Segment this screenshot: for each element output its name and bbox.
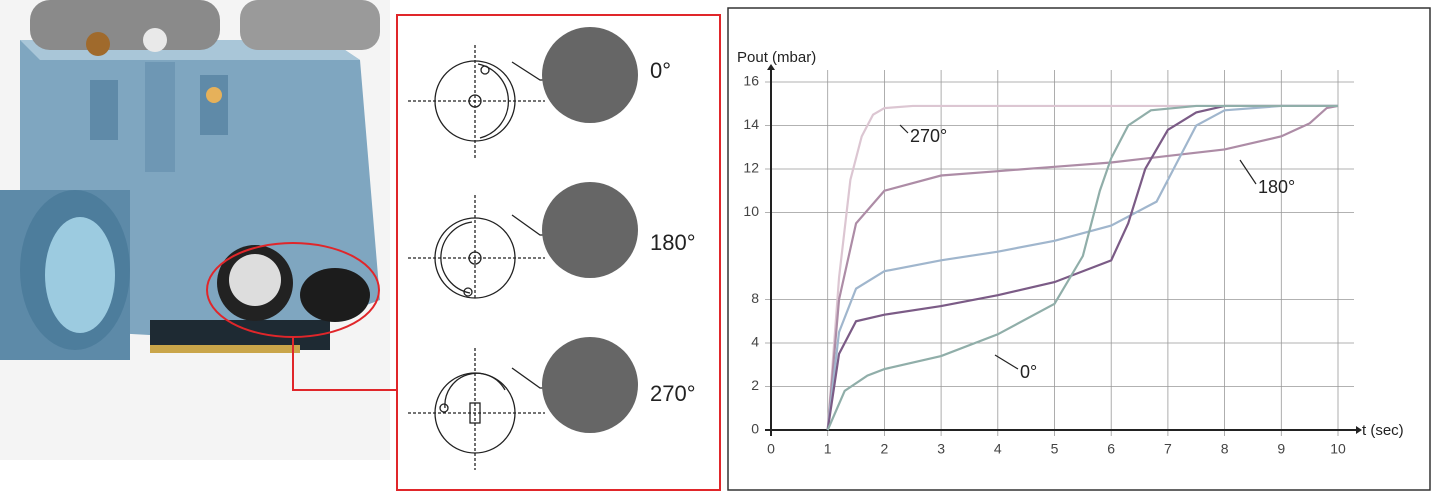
dial-label: 180° — [650, 230, 696, 255]
y-tick-label: 12 — [743, 160, 759, 176]
x-tick-label: 8 — [1221, 441, 1229, 457]
x-tick-label: 7 — [1164, 441, 1172, 457]
x-tick-label: 9 — [1277, 441, 1285, 457]
series-line — [826, 104, 1338, 431]
y-tick-label: 8 — [751, 290, 759, 306]
label-leader — [1239, 159, 1257, 185]
y-tick-label: 2 — [751, 377, 759, 393]
valve-photo — [0, 0, 397, 460]
y-tick-label: 16 — [743, 73, 759, 89]
chart-panel — [727, 7, 1431, 491]
y-axis-label: Pout (mbar) — [737, 49, 816, 66]
series-line — [826, 104, 1338, 431]
x-tick-label: 2 — [881, 441, 889, 457]
series-line — [826, 104, 1338, 431]
x-tick-label: 6 — [1107, 441, 1115, 457]
x-tick-label: 3 — [937, 441, 945, 457]
dial-label: 0° — [650, 58, 671, 83]
x-tick-label: 10 — [1330, 441, 1346, 457]
label-leader — [994, 354, 1019, 370]
x-tick-label: 4 — [994, 441, 1002, 457]
series-label: 270° — [910, 126, 947, 146]
x-tick-label: 1 — [824, 441, 832, 457]
y-tick-label: 14 — [743, 116, 759, 132]
y-tick-label: 0 — [751, 421, 759, 437]
series-line — [826, 104, 1339, 431]
series-label: 0° — [1020, 362, 1037, 382]
y-tick-label: 4 — [751, 334, 759, 350]
dial-diagrams — [408, 27, 638, 470]
x-tick-label: 0 — [767, 441, 775, 457]
y-axis-arrow — [767, 64, 775, 70]
x-tick-label: 5 — [1051, 441, 1059, 457]
y-tick-label: 10 — [743, 203, 759, 219]
x-axis-label: t (sec) — [1362, 422, 1404, 439]
series-line — [826, 104, 1338, 431]
series-label: 180° — [1258, 177, 1295, 197]
dial-label: 270° — [650, 381, 696, 406]
x-axis-arrow — [1356, 426, 1362, 434]
label-leader — [899, 124, 909, 134]
